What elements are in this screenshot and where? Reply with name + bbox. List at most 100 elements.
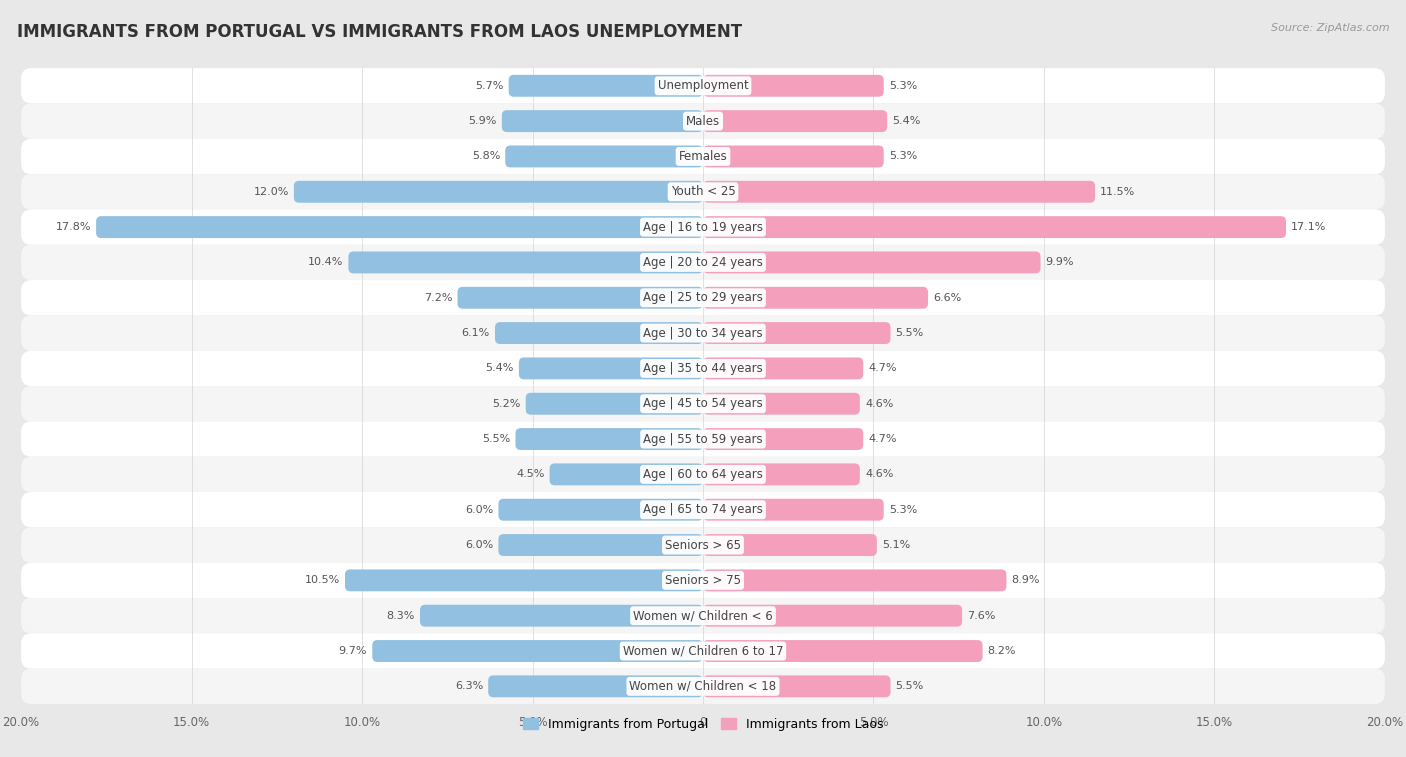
Text: Age | 25 to 29 years: Age | 25 to 29 years [643, 291, 763, 304]
FancyBboxPatch shape [21, 316, 1385, 350]
Text: 6.6%: 6.6% [934, 293, 962, 303]
FancyBboxPatch shape [703, 75, 884, 97]
Text: 5.3%: 5.3% [889, 151, 917, 161]
Text: Age | 60 to 64 years: Age | 60 to 64 years [643, 468, 763, 481]
FancyBboxPatch shape [550, 463, 703, 485]
FancyBboxPatch shape [505, 145, 703, 167]
Text: 17.8%: 17.8% [55, 222, 91, 232]
Text: 7.6%: 7.6% [967, 611, 995, 621]
Text: Women w/ Children < 6: Women w/ Children < 6 [633, 609, 773, 622]
FancyBboxPatch shape [344, 569, 703, 591]
FancyBboxPatch shape [21, 598, 1385, 634]
FancyBboxPatch shape [516, 428, 703, 450]
FancyBboxPatch shape [703, 499, 884, 521]
Text: 7.2%: 7.2% [423, 293, 453, 303]
Text: 17.1%: 17.1% [1291, 222, 1326, 232]
Text: Males: Males [686, 114, 720, 128]
Text: Women w/ Children 6 to 17: Women w/ Children 6 to 17 [623, 644, 783, 658]
Text: Age | 20 to 24 years: Age | 20 to 24 years [643, 256, 763, 269]
Text: Seniors > 65: Seniors > 65 [665, 538, 741, 552]
FancyBboxPatch shape [420, 605, 703, 627]
Text: 10.4%: 10.4% [308, 257, 343, 267]
Text: 5.5%: 5.5% [482, 434, 510, 444]
FancyBboxPatch shape [21, 210, 1385, 245]
Text: Source: ZipAtlas.com: Source: ZipAtlas.com [1271, 23, 1389, 33]
Text: Age | 45 to 54 years: Age | 45 to 54 years [643, 397, 763, 410]
FancyBboxPatch shape [457, 287, 703, 309]
Text: 9.9%: 9.9% [1046, 257, 1074, 267]
FancyBboxPatch shape [21, 492, 1385, 528]
FancyBboxPatch shape [21, 422, 1385, 456]
FancyBboxPatch shape [519, 357, 703, 379]
Text: 4.5%: 4.5% [516, 469, 544, 479]
Text: Females: Females [679, 150, 727, 163]
FancyBboxPatch shape [703, 675, 890, 697]
FancyBboxPatch shape [495, 322, 703, 344]
FancyBboxPatch shape [703, 393, 860, 415]
FancyBboxPatch shape [526, 393, 703, 415]
FancyBboxPatch shape [703, 111, 887, 132]
Text: 6.0%: 6.0% [465, 505, 494, 515]
FancyBboxPatch shape [294, 181, 703, 203]
Text: 5.3%: 5.3% [889, 81, 917, 91]
Text: Youth < 25: Youth < 25 [671, 185, 735, 198]
FancyBboxPatch shape [703, 605, 962, 627]
Text: 5.4%: 5.4% [485, 363, 513, 373]
Text: Women w/ Children < 18: Women w/ Children < 18 [630, 680, 776, 693]
Text: 8.3%: 8.3% [387, 611, 415, 621]
Legend: Immigrants from Portugal, Immigrants from Laos: Immigrants from Portugal, Immigrants fro… [517, 713, 889, 736]
Text: 4.6%: 4.6% [865, 469, 893, 479]
FancyBboxPatch shape [21, 528, 1385, 562]
FancyBboxPatch shape [21, 386, 1385, 422]
FancyBboxPatch shape [21, 456, 1385, 492]
FancyBboxPatch shape [703, 463, 860, 485]
Text: 5.3%: 5.3% [889, 505, 917, 515]
Text: 5.4%: 5.4% [893, 116, 921, 126]
Text: Seniors > 75: Seniors > 75 [665, 574, 741, 587]
FancyBboxPatch shape [502, 111, 703, 132]
Text: Age | 65 to 74 years: Age | 65 to 74 years [643, 503, 763, 516]
Text: 10.5%: 10.5% [305, 575, 340, 585]
Text: 4.7%: 4.7% [869, 434, 897, 444]
FancyBboxPatch shape [21, 174, 1385, 210]
FancyBboxPatch shape [703, 287, 928, 309]
Text: 5.8%: 5.8% [472, 151, 501, 161]
Text: 5.1%: 5.1% [882, 540, 910, 550]
FancyBboxPatch shape [703, 357, 863, 379]
FancyBboxPatch shape [21, 562, 1385, 598]
Text: 6.0%: 6.0% [465, 540, 494, 550]
FancyBboxPatch shape [499, 534, 703, 556]
FancyBboxPatch shape [509, 75, 703, 97]
FancyBboxPatch shape [499, 499, 703, 521]
Text: 8.2%: 8.2% [987, 646, 1017, 656]
FancyBboxPatch shape [349, 251, 703, 273]
Text: 4.6%: 4.6% [865, 399, 893, 409]
Text: 4.7%: 4.7% [869, 363, 897, 373]
Text: Age | 30 to 34 years: Age | 30 to 34 years [643, 326, 763, 340]
Text: 6.3%: 6.3% [454, 681, 484, 691]
Text: 9.7%: 9.7% [339, 646, 367, 656]
Text: 5.7%: 5.7% [475, 81, 503, 91]
FancyBboxPatch shape [703, 217, 1286, 238]
Text: Age | 55 to 59 years: Age | 55 to 59 years [643, 432, 763, 446]
Text: 8.9%: 8.9% [1011, 575, 1040, 585]
FancyBboxPatch shape [21, 634, 1385, 668]
FancyBboxPatch shape [21, 68, 1385, 104]
FancyBboxPatch shape [21, 668, 1385, 704]
FancyBboxPatch shape [703, 322, 890, 344]
FancyBboxPatch shape [703, 145, 884, 167]
FancyBboxPatch shape [703, 428, 863, 450]
FancyBboxPatch shape [21, 139, 1385, 174]
Text: 6.1%: 6.1% [461, 328, 489, 338]
FancyBboxPatch shape [21, 245, 1385, 280]
Text: Age | 16 to 19 years: Age | 16 to 19 years [643, 220, 763, 234]
Text: 5.5%: 5.5% [896, 328, 924, 338]
Text: IMMIGRANTS FROM PORTUGAL VS IMMIGRANTS FROM LAOS UNEMPLOYMENT: IMMIGRANTS FROM PORTUGAL VS IMMIGRANTS F… [17, 23, 742, 41]
Text: Unemployment: Unemployment [658, 79, 748, 92]
FancyBboxPatch shape [703, 181, 1095, 203]
FancyBboxPatch shape [21, 350, 1385, 386]
Text: 5.9%: 5.9% [468, 116, 496, 126]
FancyBboxPatch shape [96, 217, 703, 238]
Text: 5.2%: 5.2% [492, 399, 520, 409]
FancyBboxPatch shape [21, 280, 1385, 316]
